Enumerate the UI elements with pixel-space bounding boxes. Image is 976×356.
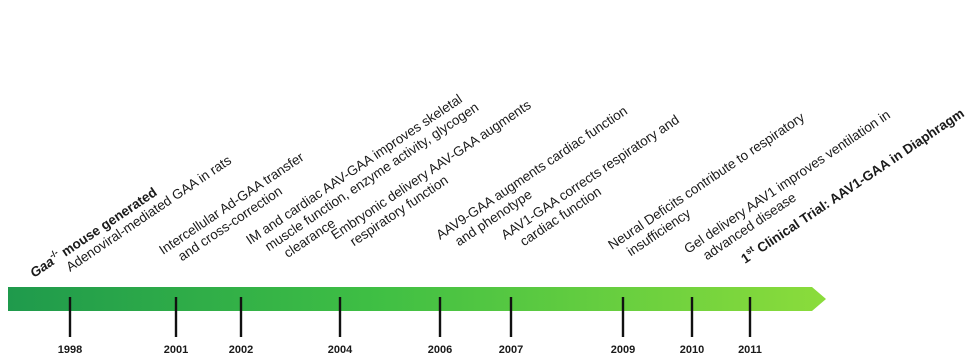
event-labels: Gaa-/- mouse generatedAdenoviral-mediate… [26,91,967,281]
year-label: 2004 [328,344,353,356]
event-label: IM and cardiac AAV-GAA improves skeletal… [243,91,481,260]
year-label: 2001 [164,344,188,356]
year-label: 2010 [680,344,704,356]
event-label: Gaa-/- mouse generated [26,183,160,281]
year-label: 2007 [499,344,523,356]
year-label: 2009 [611,344,635,356]
timeline-arrow [8,287,826,311]
year-label: 1998 [58,344,82,356]
event-label-line: Gaa-/- mouse generated [26,183,160,281]
year-labels: 1998 2001 2002 2004 2006 2007 2009 2010 2011 [58,344,762,356]
year-label: 2011 [738,344,762,356]
year-label: 2006 [428,344,452,356]
year-label: 2002 [229,344,253,356]
year-ticks [68,297,752,337]
